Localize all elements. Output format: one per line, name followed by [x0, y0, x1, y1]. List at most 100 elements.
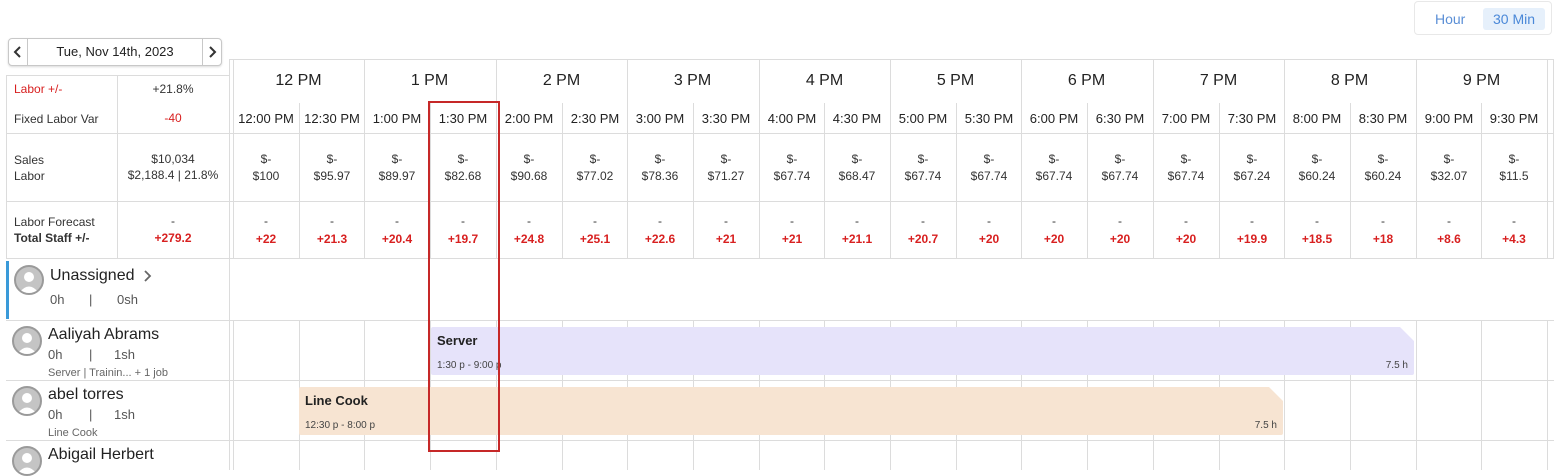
grid-line [6, 201, 1554, 202]
grid-line [6, 75, 7, 258]
forecast-cell: - [1250, 214, 1254, 228]
employee-name[interactable]: Aaliyah Abrams [48, 326, 160, 343]
labor-cell: $60.24 [1364, 169, 1402, 183]
half-hour-label: 2:00 PM [504, 111, 554, 126]
half-hour-label: 8:30 PM [1358, 111, 1408, 126]
grid-line [1153, 103, 1154, 258]
forecast-cell: - [987, 214, 991, 228]
grid-line [1284, 320, 1285, 470]
employee-hours: 0h [50, 292, 65, 307]
sales-total: $10,034 [151, 152, 195, 166]
employee-name[interactable]: Unassigned [50, 267, 135, 284]
sales-cell: $- [917, 152, 929, 166]
sales-cell: $- [260, 152, 272, 166]
sales-cell: $- [851, 152, 863, 166]
grid-line [6, 380, 1554, 381]
staff-diff-cell: +21.3 [316, 232, 348, 246]
hours-separator: | [89, 347, 93, 362]
labor-total: $2,188.4 | 21.8% [127, 168, 219, 182]
shift-line-cook[interactable]: Line Cook 12:30 p - 8:00 p 7.5 h [299, 387, 1283, 435]
chevron-right-icon[interactable] [143, 268, 153, 289]
grid-line [1481, 320, 1482, 470]
next-day-button[interactable] [202, 39, 221, 65]
staff-diff-cell: +8.6 [1437, 232, 1461, 246]
employee-scheduled: 1sh [114, 407, 135, 422]
employee-hours: 0h [48, 347, 63, 362]
forecast-cell: - [1512, 214, 1516, 228]
staff-diff-cell: +20.4 [381, 232, 413, 246]
grid-line [1350, 103, 1351, 258]
grid-line [229, 59, 1554, 60]
shift-server[interactable]: Server 1:30 p - 9:00 p 7.5 h [431, 327, 1414, 375]
fixed-labor-label: Fixed Labor Var [14, 112, 99, 126]
staff-diff-cell: +21 [715, 232, 737, 246]
labor-cell: $68.47 [838, 169, 876, 183]
shift-corner-fold [1400, 327, 1414, 341]
labor-cell: $67.74 [1101, 169, 1139, 183]
total-staff-total: +279.2 [154, 231, 192, 245]
hour-label: 7 PM [1199, 72, 1238, 89]
labor-cell: $32.07 [1430, 169, 1468, 183]
shift-duration: 7.5 h [1254, 420, 1277, 431]
grid-line [6, 258, 1554, 259]
grid-line [299, 103, 300, 258]
grid-line [693, 103, 694, 258]
hour-label: 12 PM [275, 72, 322, 89]
grid-line [1021, 103, 1022, 258]
half-hour-label: 6:00 PM [1029, 111, 1079, 126]
grid-line [229, 59, 230, 470]
sales-cell: $- [523, 152, 535, 166]
grid-line [1219, 103, 1220, 258]
hour-divider [627, 59, 628, 103]
half-hour-label: 12:00 PM [238, 111, 294, 126]
forecast-cell: - [790, 214, 794, 228]
employee-name[interactable]: abel torres [48, 386, 124, 403]
labor-cell: $82.68 [444, 169, 482, 183]
forecast-cell: - [658, 214, 662, 228]
forecast-cell: - [1381, 214, 1385, 228]
employee-name[interactable]: Abigail Herbert [48, 446, 154, 463]
labor-cell: $67.74 [1167, 169, 1205, 183]
shift-duration: 7.5 h [1385, 360, 1408, 371]
forecast-cell: - [1184, 214, 1188, 228]
grid-line [1547, 320, 1548, 470]
hour-divider [1416, 59, 1417, 103]
hour-divider [233, 59, 234, 103]
thirty-min-view-button[interactable]: 30 Min [1483, 8, 1546, 30]
staff-diff-cell: +21.1 [841, 232, 873, 246]
forecast-cell: - [1118, 214, 1122, 228]
current-date[interactable]: Tue, Nov 14th, 2023 [56, 44, 174, 59]
labor-cell: $89.97 [378, 169, 416, 183]
half-hour-label: 3:00 PM [635, 111, 685, 126]
hour-label: 6 PM [1067, 72, 1106, 89]
forecast-label: Labor Forecast [14, 215, 95, 229]
staff-diff-cell: +20 [1109, 232, 1131, 246]
sales-cell: $- [391, 152, 403, 166]
sales-cell: $- [720, 152, 732, 166]
grid-line [759, 103, 760, 258]
grid-line [6, 133, 1554, 134]
hour-divider [759, 59, 760, 103]
half-hour-label: 12:30 PM [304, 111, 360, 126]
labor-cell: $60.24 [1298, 169, 1336, 183]
shift-role: Server [437, 333, 478, 348]
previous-day-button[interactable] [9, 39, 28, 65]
grid-line [364, 103, 365, 258]
grid-line [1284, 103, 1285, 258]
employee-scheduled: 1sh [114, 347, 135, 362]
sales-cell: $- [1311, 152, 1323, 166]
sales-cell: $- [1114, 152, 1126, 166]
half-hour-label: 6:30 PM [1095, 111, 1145, 126]
hour-view-button[interactable]: Hour [1435, 11, 1466, 27]
shift-time: 1:30 p - 9:00 p [437, 360, 502, 371]
hour-divider [364, 59, 365, 103]
half-hour-label: 5:00 PM [898, 111, 948, 126]
staff-diff-cell: +20 [978, 232, 1000, 246]
hour-label: 2 PM [542, 72, 581, 89]
shift-time: 12:30 p - 8:00 p [305, 420, 376, 431]
staff-diff-cell: +4.3 [1502, 232, 1526, 246]
labor-cell: $67.74 [1035, 169, 1073, 183]
staff-diff-cell: +18.5 [1301, 232, 1333, 246]
labor-label: Labor [14, 169, 45, 183]
staff-diff-cell: +22 [255, 232, 277, 246]
